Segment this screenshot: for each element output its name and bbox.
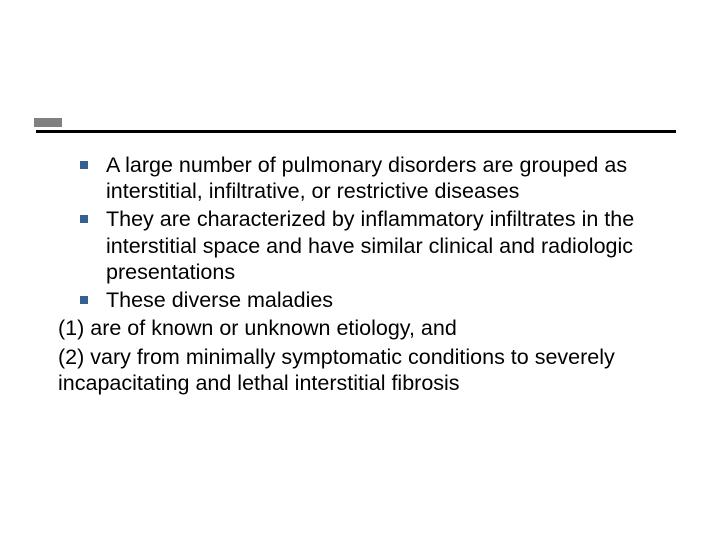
list-item: They are characterized by inflammatory i… [58, 206, 668, 285]
accent-box-decoration [34, 118, 62, 127]
square-bullet-icon [80, 215, 88, 223]
numbered-line: (2) vary from minimally symptomatic cond… [58, 344, 668, 396]
slide: A large number of pulmonary disorders ar… [0, 0, 720, 540]
bullet-text: These diverse maladies [106, 288, 333, 312]
bullet-text: They are characterized by inflammatory i… [106, 207, 634, 283]
bullet-list: A large number of pulmonary disorders ar… [58, 152, 668, 313]
numbered-line: (1) are of known or unknown etiology, an… [58, 315, 668, 341]
square-bullet-icon [80, 296, 88, 304]
slide-content: A large number of pulmonary disorders ar… [58, 152, 668, 398]
list-item: A large number of pulmonary disorders ar… [58, 152, 668, 204]
horizontal-rule [36, 130, 676, 133]
square-bullet-icon [80, 161, 88, 169]
bullet-text: A large number of pulmonary disorders ar… [106, 153, 627, 203]
list-item: These diverse maladies [58, 287, 668, 313]
